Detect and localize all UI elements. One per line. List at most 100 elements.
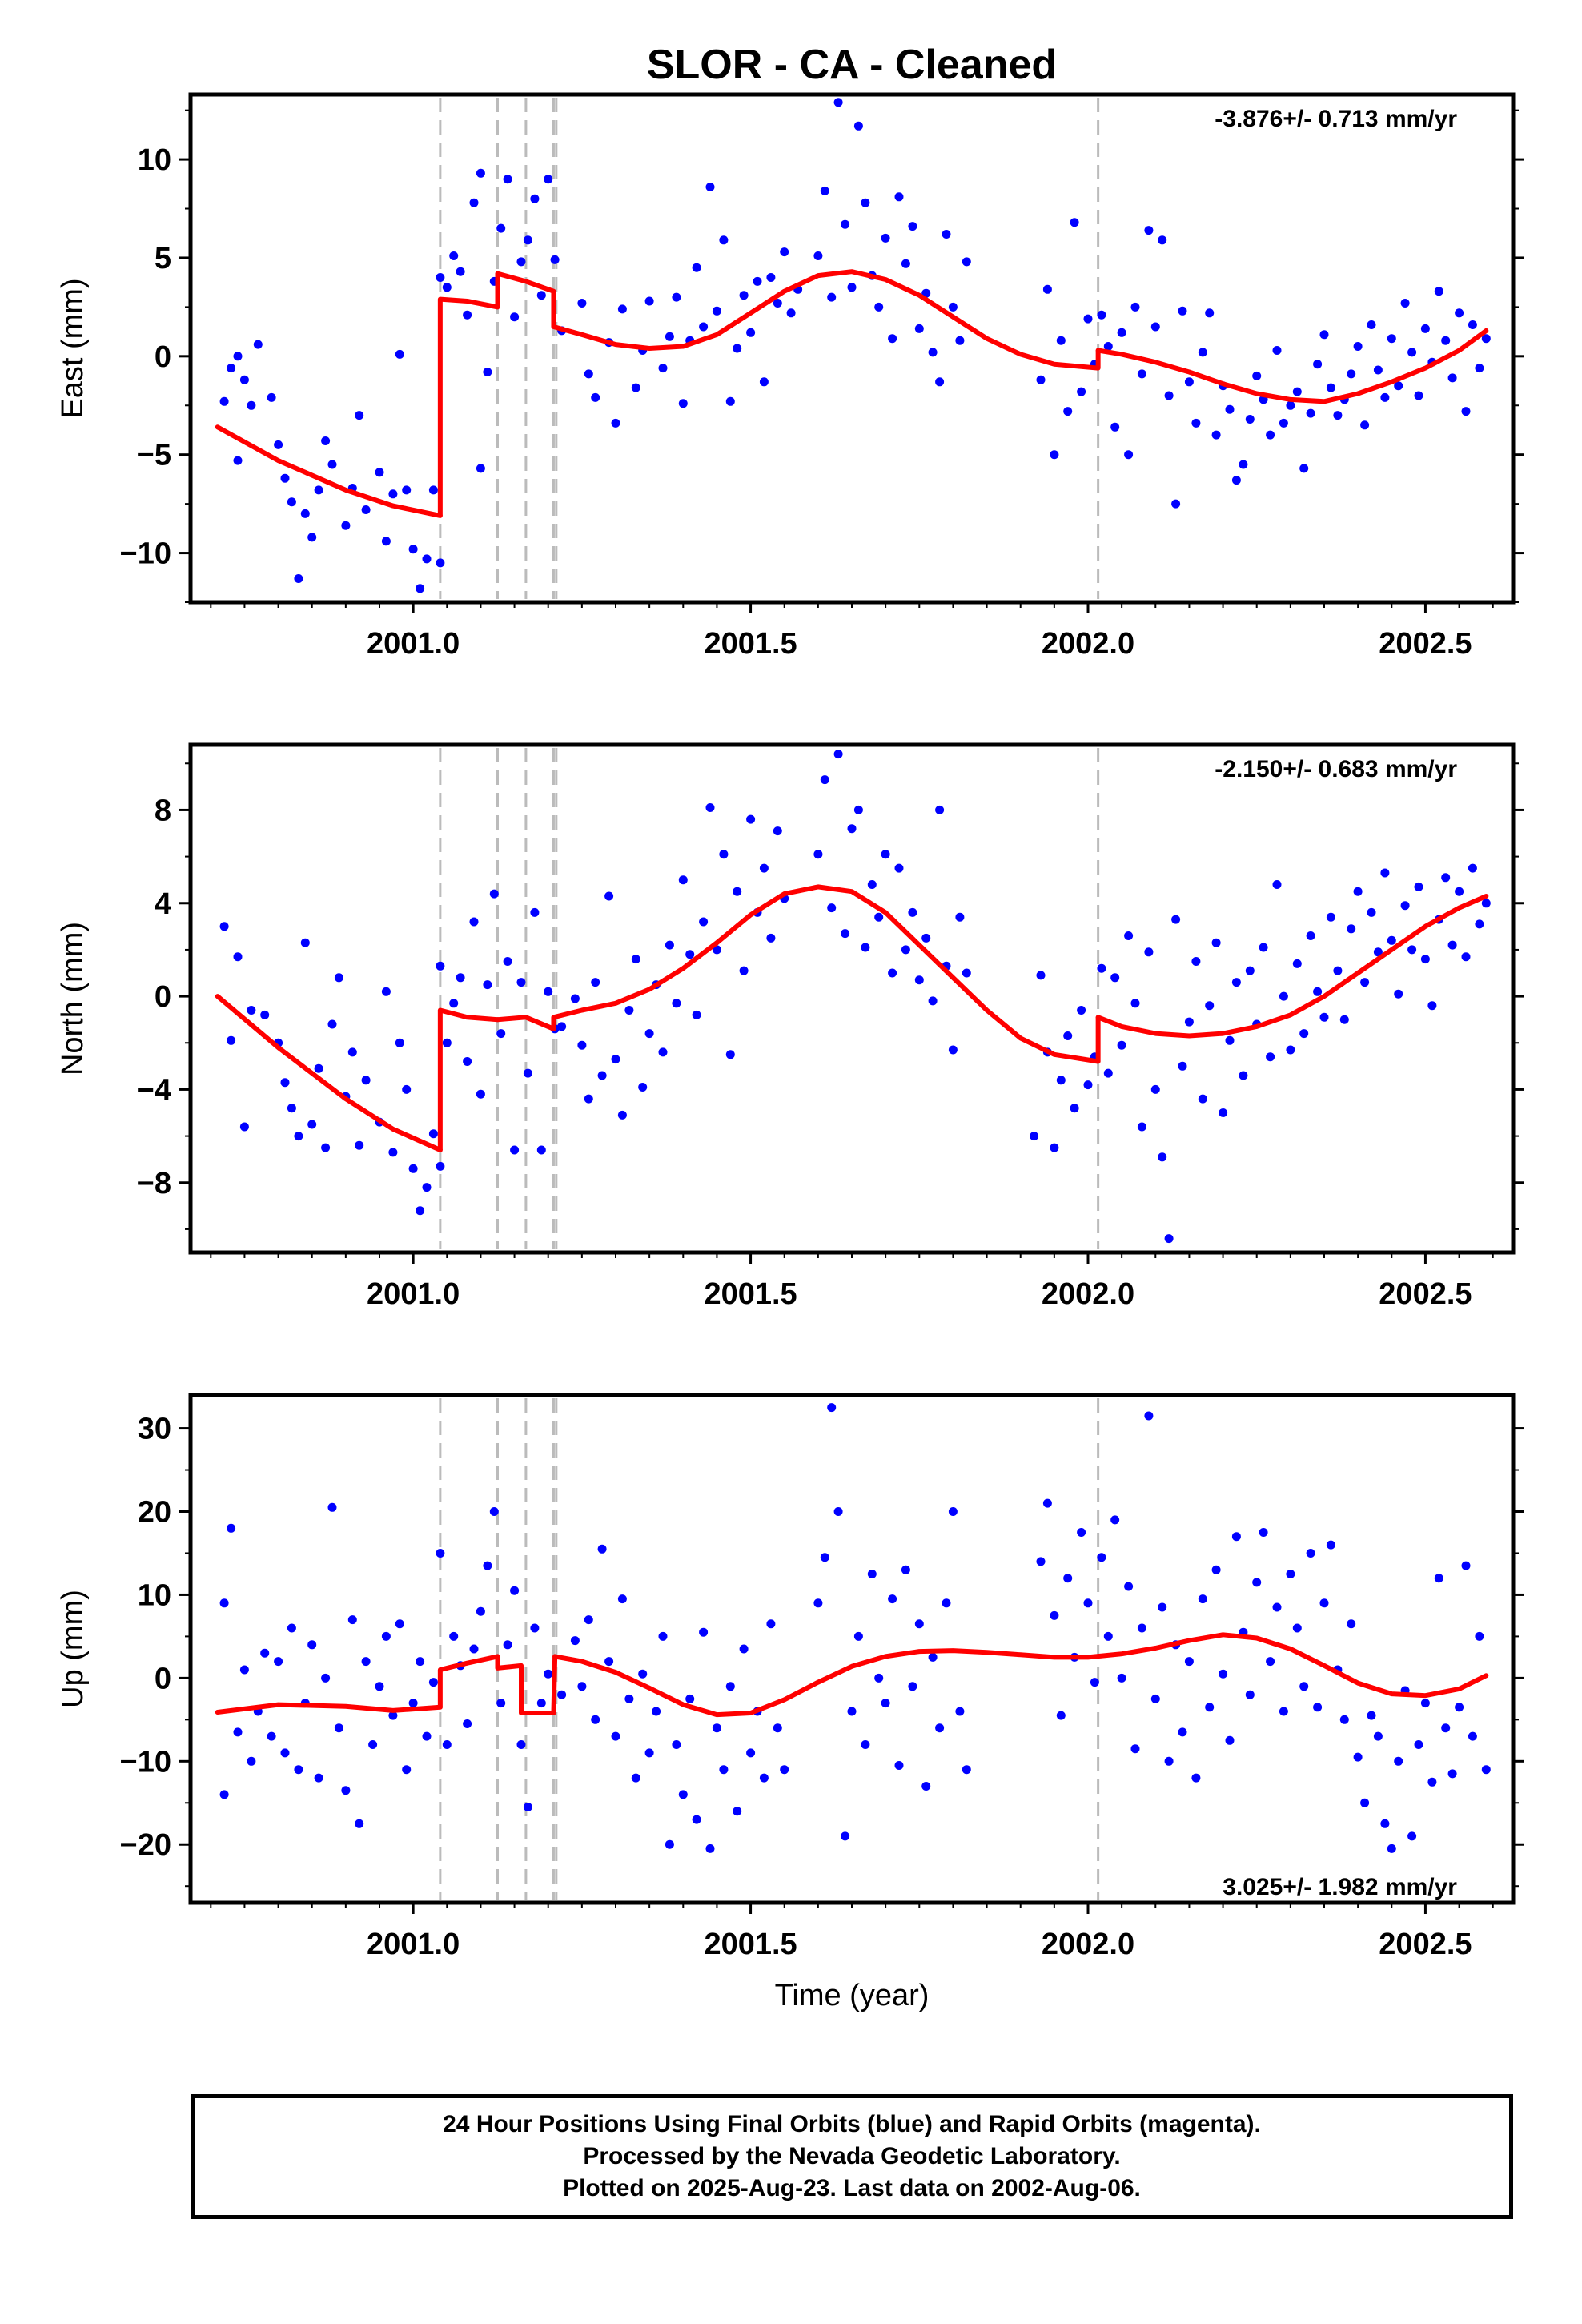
data-point — [1420, 324, 1430, 333]
y-tick-label: 0 — [155, 980, 171, 1014]
data-point — [1455, 308, 1464, 318]
x-tick-label: 2001.5 — [704, 1928, 797, 1961]
data-point — [1130, 999, 1140, 1008]
data-point — [402, 485, 412, 495]
data-point — [1272, 1602, 1282, 1612]
data-point — [780, 247, 789, 257]
data-point — [1036, 971, 1046, 980]
data-point — [867, 880, 877, 889]
data-point — [908, 222, 917, 231]
data-point — [678, 1790, 688, 1799]
data-point — [294, 574, 303, 583]
data-point — [746, 1748, 756, 1758]
data-point — [327, 1019, 337, 1029]
data-point — [841, 1831, 850, 1841]
data-point — [739, 1644, 749, 1654]
data-point — [914, 1619, 924, 1629]
y-tick-label: 8 — [155, 794, 171, 827]
data-point — [375, 468, 384, 477]
data-point — [503, 957, 512, 966]
data-point — [1306, 1549, 1315, 1558]
data-point — [1266, 430, 1275, 440]
data-point — [692, 1815, 701, 1824]
data-point — [334, 1723, 343, 1733]
data-point — [1097, 1553, 1106, 1562]
data-point — [476, 1089, 485, 1099]
data-point — [355, 411, 364, 420]
y-axis-title: Up (mm) — [56, 1590, 90, 1708]
data-point — [1030, 1132, 1039, 1141]
data-point — [833, 1507, 843, 1516]
data-point — [833, 98, 843, 107]
y-tick-label: −4 — [137, 1073, 171, 1107]
x-tick-label: 2001.0 — [367, 1277, 460, 1311]
data-point — [1056, 1076, 1066, 1085]
data-point — [1373, 1731, 1383, 1741]
model-fit-line — [551, 269, 1101, 371]
data-point — [847, 283, 857, 292]
data-point — [1184, 377, 1194, 387]
data-point — [1313, 1703, 1323, 1712]
data-point — [1137, 1623, 1146, 1633]
data-point — [881, 1699, 890, 1708]
data-point — [1461, 1561, 1471, 1570]
data-point — [894, 863, 904, 873]
data-point — [1313, 360, 1323, 369]
data-point — [1205, 1703, 1215, 1712]
data-point — [1279, 1707, 1288, 1716]
data-point — [1231, 476, 1241, 485]
panel-north: −8 −4 0 4 8 2001.0 2001.5 2002.0 2002.5 North (mm… — [56, 742, 1524, 1311]
data-point — [611, 1055, 620, 1064]
data-point — [260, 1010, 270, 1019]
data-point — [395, 1038, 404, 1047]
data-point — [1117, 328, 1126, 337]
data-point — [901, 259, 910, 268]
data-point — [733, 344, 742, 353]
data-point — [901, 1565, 910, 1574]
data-point — [516, 1740, 526, 1749]
data-point — [280, 1078, 290, 1088]
data-point — [1441, 1723, 1451, 1733]
data-point — [1360, 1798, 1370, 1807]
data-point — [1103, 342, 1113, 351]
data-point — [1150, 322, 1160, 332]
data-point — [436, 1549, 445, 1558]
data-point — [705, 183, 715, 191]
data-point — [1286, 1570, 1295, 1578]
data-point — [274, 440, 283, 449]
data-point — [577, 1682, 587, 1691]
data-point — [1191, 418, 1201, 428]
data-point — [685, 1694, 695, 1703]
data-point — [388, 1148, 398, 1157]
data-point — [1239, 1071, 1248, 1080]
data-point — [1137, 1122, 1146, 1132]
data-point — [1407, 945, 1417, 955]
data-point — [1211, 430, 1221, 440]
data-point — [1339, 1015, 1349, 1024]
data-point — [813, 850, 823, 859]
data-point — [1042, 284, 1052, 294]
data-point — [219, 1790, 229, 1799]
x-tick-label: 2002.0 — [1042, 1928, 1134, 1961]
data-point — [1171, 499, 1181, 509]
data-point — [1475, 1631, 1484, 1641]
data-point — [1481, 334, 1491, 344]
data-point — [1387, 935, 1396, 945]
model-fit-line — [437, 296, 500, 310]
data-point — [247, 1756, 256, 1766]
data-point — [428, 1678, 438, 1687]
model-fit-line — [215, 1702, 443, 1715]
data-point — [773, 1723, 782, 1733]
data-point — [624, 1694, 634, 1703]
data-point — [1070, 218, 1079, 227]
data-point — [1279, 418, 1288, 428]
data-point — [463, 1719, 472, 1728]
data-point — [436, 961, 445, 971]
data-point — [604, 1657, 614, 1667]
data-point — [725, 396, 735, 406]
model-fit-line — [551, 884, 1101, 1064]
data-point — [1347, 924, 1356, 934]
data-point — [1266, 1052, 1275, 1062]
data-point — [1272, 880, 1282, 889]
data-point — [861, 943, 870, 952]
